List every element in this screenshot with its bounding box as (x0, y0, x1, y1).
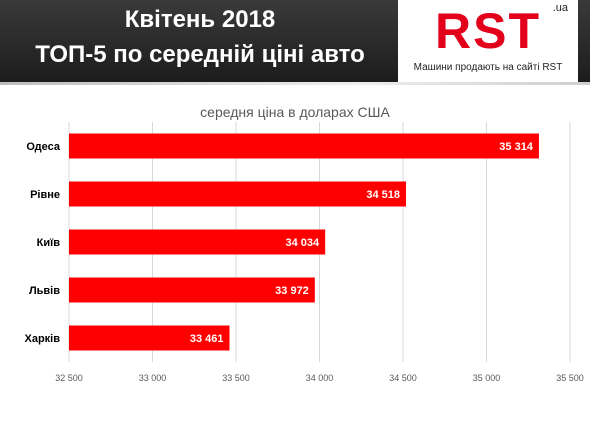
x-tick-label: 33 000 (139, 373, 167, 383)
data-label: 33 972 (275, 285, 309, 297)
category-label: Львів (29, 285, 60, 297)
x-tick-label: 35 500 (556, 373, 584, 383)
header-banner: Квітень 2018 ТОП-5 по середній ціні авто… (0, 0, 590, 82)
bar (69, 133, 539, 159)
category-label: Харків (25, 333, 61, 345)
data-label: 33 461 (190, 333, 224, 345)
x-tick-label: 32 500 (55, 373, 83, 383)
x-tick-label: 35 000 (473, 373, 501, 383)
bar (69, 277, 315, 303)
bar (69, 229, 326, 255)
logo-wordmark: RST (435, 3, 541, 59)
logo-domain: .ua (552, 2, 568, 14)
logo-tagline: Машини продають на сайті RST (413, 62, 563, 73)
title-top5: ТОП-5 по середній ціні авто (35, 41, 365, 68)
data-label: 34 518 (366, 189, 400, 201)
rst-logo: .ua RST Машини продають на сайті RST (398, 0, 578, 82)
header-divider (0, 82, 590, 85)
bar (69, 181, 407, 207)
category-label: Рівне (30, 189, 60, 201)
category-label: Київ (37, 237, 61, 249)
x-tick-label: 33 500 (222, 373, 250, 383)
data-label: 34 034 (286, 237, 321, 249)
chart-title: середня ціна в доларах США (200, 104, 390, 120)
title-month: Квітень 2018 (124, 6, 276, 33)
data-label: 35 314 (499, 141, 534, 153)
x-tick-label: 34 000 (306, 373, 334, 383)
x-tick-label: 34 500 (389, 373, 417, 383)
category-label: Одеса (26, 141, 60, 153)
bar (69, 325, 230, 351)
